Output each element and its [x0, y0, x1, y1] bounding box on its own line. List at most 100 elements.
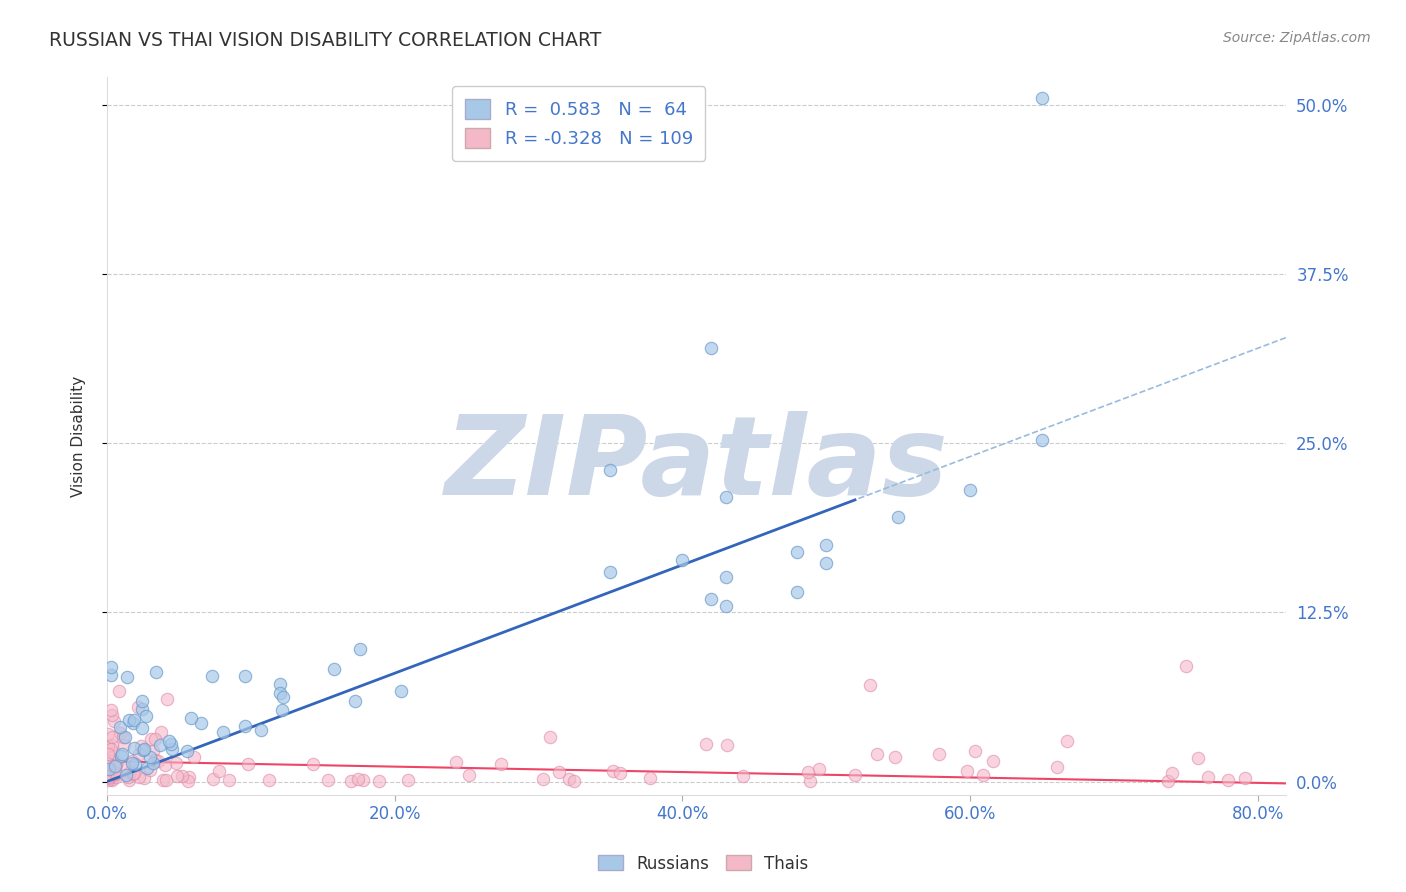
Point	[103, 714, 125, 728]
Point	[389, 683, 412, 698]
Point	[97, 747, 120, 761]
Point	[149, 725, 172, 739]
Point	[347, 772, 370, 786]
Point	[1056, 734, 1078, 748]
Point	[714, 599, 737, 613]
Point	[146, 754, 169, 768]
Point	[172, 769, 194, 783]
Point	[132, 743, 155, 757]
Point	[97, 772, 120, 786]
Point	[114, 730, 136, 744]
Point	[122, 741, 145, 756]
Point	[100, 764, 122, 779]
Point	[959, 483, 981, 497]
Legend: R =  0.583   N =  64, R = -0.328   N = 109: R = 0.583 N = 64, R = -0.328 N = 109	[453, 87, 706, 161]
Point	[97, 770, 120, 784]
Point	[731, 768, 754, 782]
Point	[190, 715, 212, 730]
Point	[101, 773, 124, 788]
Point	[118, 765, 141, 780]
Point	[122, 715, 145, 730]
Point	[671, 553, 693, 567]
Point	[807, 762, 830, 776]
Point	[599, 463, 621, 477]
Point	[491, 756, 513, 771]
Point	[97, 739, 120, 753]
Point	[103, 746, 125, 760]
Point	[714, 570, 737, 584]
Point	[716, 739, 738, 753]
Point	[1046, 760, 1069, 774]
Point	[183, 750, 205, 764]
Point	[157, 734, 180, 748]
Point	[159, 737, 181, 751]
Point	[110, 748, 132, 763]
Point	[104, 768, 127, 782]
Point	[271, 703, 294, 717]
Point	[981, 754, 1004, 768]
Point	[105, 755, 128, 769]
Point	[111, 747, 134, 762]
Point	[531, 772, 554, 787]
Point	[118, 714, 141, 728]
Point	[114, 761, 136, 775]
Point	[786, 585, 808, 599]
Point	[271, 690, 294, 705]
Point	[128, 770, 150, 784]
Point	[302, 757, 325, 772]
Point	[866, 747, 889, 761]
Point	[100, 742, 122, 756]
Point	[108, 726, 131, 740]
Point	[97, 757, 120, 772]
Point	[162, 742, 184, 756]
Point	[112, 738, 135, 752]
Point	[176, 744, 198, 758]
Point	[695, 737, 717, 751]
Point	[115, 670, 138, 684]
Text: RUSSIAN VS THAI VISION DISABILITY CORRELATION CHART: RUSSIAN VS THAI VISION DISABILITY CORREL…	[49, 31, 602, 50]
Point	[156, 691, 179, 706]
Point	[124, 757, 146, 772]
Point	[638, 771, 661, 785]
Point	[349, 641, 371, 656]
Text: Source: ZipAtlas.com: Source: ZipAtlas.com	[1223, 31, 1371, 45]
Point	[257, 773, 280, 788]
Point	[396, 772, 419, 787]
Point	[1031, 434, 1053, 448]
Point	[269, 686, 291, 700]
Point	[112, 730, 135, 744]
Point	[121, 755, 143, 769]
Point	[599, 565, 621, 579]
Point	[122, 713, 145, 727]
Point	[714, 490, 737, 504]
Point	[177, 770, 200, 784]
Point	[180, 711, 202, 725]
Point	[1156, 773, 1178, 788]
Point	[122, 765, 145, 780]
Point	[138, 763, 160, 777]
Point	[457, 767, 479, 781]
Point	[700, 341, 723, 355]
Point	[100, 730, 122, 744]
Point	[815, 538, 838, 552]
Point	[972, 768, 994, 782]
Point	[352, 772, 374, 787]
Point	[202, 772, 225, 787]
Point	[955, 764, 977, 779]
Point	[323, 662, 346, 676]
Point	[143, 753, 166, 767]
Point	[131, 739, 153, 753]
Point	[143, 731, 166, 746]
Point	[859, 678, 882, 692]
Point	[134, 742, 156, 756]
Point	[796, 764, 818, 779]
Point	[97, 762, 120, 776]
Text: ZIPatlas: ZIPatlas	[444, 411, 949, 518]
Point	[107, 684, 129, 698]
Point	[609, 765, 631, 780]
Point	[343, 694, 366, 708]
Point	[177, 773, 200, 788]
Point	[100, 660, 122, 674]
Point	[142, 756, 165, 770]
Point	[97, 773, 120, 788]
